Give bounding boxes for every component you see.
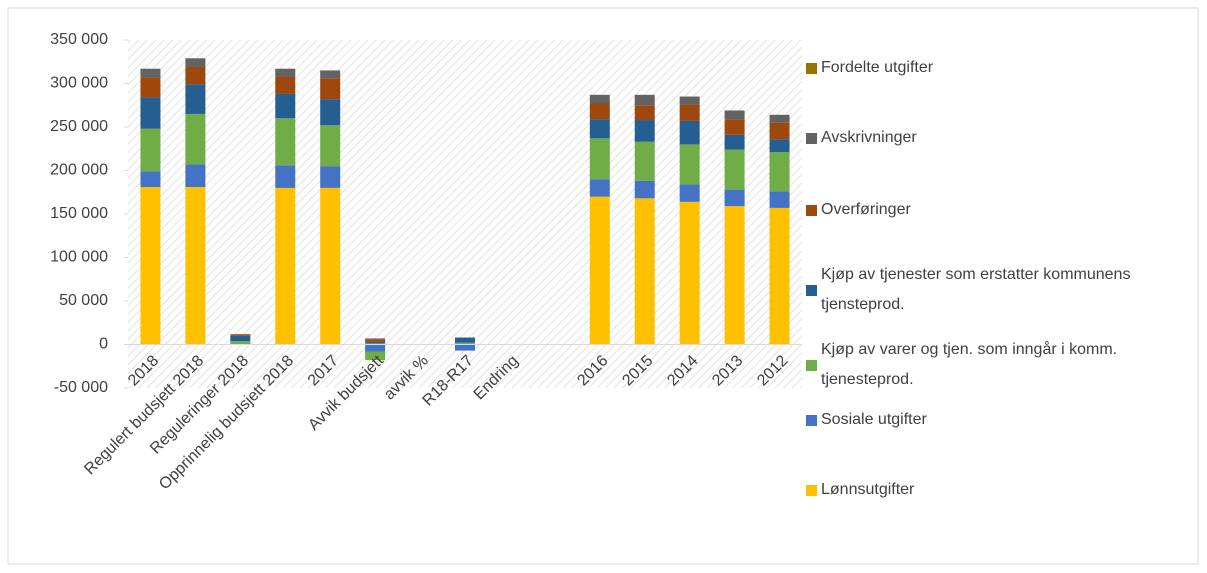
bar-segment: [140, 68, 161, 78]
bar-segment: [140, 77, 161, 98]
bar-segment: [275, 187, 296, 345]
bar-segment: [320, 187, 341, 345]
bar-segment: [230, 334, 251, 336]
bar-segment: [275, 165, 296, 188]
plot-area: [128, 40, 802, 388]
bar-segment: [365, 339, 386, 342]
bar-segment: [365, 351, 386, 361]
legend-item: Fordelte utgifter: [806, 53, 1136, 83]
legend-label: Kjøp av varer og tjen. som inngår i komm…: [821, 341, 1118, 388]
bar-segment: [275, 76, 296, 94]
bar-segment: [634, 94, 655, 106]
y-tick-label: 50 000: [59, 292, 108, 309]
bar-segment: [634, 180, 655, 199]
bar-segment: [769, 152, 790, 192]
bar-segment: [679, 96, 700, 105]
bar-segment: [679, 201, 700, 345]
bar-segment: [275, 118, 296, 166]
bar-segment: [634, 105, 655, 121]
bar-segment: [185, 164, 206, 188]
bar-segment: [140, 187, 161, 345]
legend-label: Sosiale utgifter: [821, 411, 927, 428]
legend-label: Overføringer: [821, 201, 911, 218]
bar-segment: [724, 134, 745, 150]
legend-item: Sosiale utgifter: [806, 405, 1136, 435]
legend-swatch: [806, 414, 817, 426]
bar-segment: [365, 344, 386, 352]
bar-segment: [365, 338, 386, 340]
legend-item: Kjøp av varer og tjen. som inngår i komm…: [806, 335, 1136, 395]
bar-segment: [140, 97, 161, 129]
bar-segment: [724, 110, 745, 120]
bar-segment: [589, 103, 610, 120]
bar-segment: [769, 191, 790, 208]
bar-segment: [679, 184, 700, 202]
bar-segment: [320, 125, 341, 167]
bar-segment: [185, 187, 206, 345]
bar-segment: [230, 341, 251, 344]
legend-item: Overføringer: [806, 195, 1136, 225]
bar-segment: [634, 198, 655, 345]
bar-segment: [455, 337, 475, 343]
bar-segment: [320, 70, 341, 79]
bar-segment: [365, 341, 386, 344]
bar-segment: [589, 94, 610, 104]
bar-segment: [185, 58, 206, 67]
bar-segment: [679, 144, 700, 185]
legend-label: Avskrivninger: [821, 129, 917, 146]
bar-segment: [634, 120, 655, 142]
y-tick-label: 350 000: [50, 31, 108, 48]
bar-segment: [275, 93, 296, 119]
bar-segment: [320, 166, 341, 188]
legend-label: Lønnsutgifter: [821, 481, 915, 498]
legend-swatch: [806, 62, 817, 74]
bar-segment: [589, 119, 610, 139]
y-tick-label: 250 000: [50, 118, 108, 135]
bar-segment: [724, 189, 745, 207]
bar-segment: [455, 342, 475, 345]
legend-swatch: [806, 132, 817, 144]
bar-segment: [185, 113, 206, 165]
bar-segment: [230, 334, 251, 335]
bar-segment: [185, 84, 206, 114]
bar-segment: [320, 99, 341, 126]
legend-item: Kjøp av tjenester som erstatter kommunen…: [806, 260, 1136, 320]
legend-swatch: [806, 484, 817, 496]
bar-segment: [724, 119, 745, 135]
bar-segment: [769, 122, 790, 140]
bar-segment: [589, 138, 610, 180]
legend-label: Kjøp av tjenester som erstatter kommunen…: [821, 266, 1131, 313]
bar-segment: [589, 179, 610, 197]
legend-item: Lønnsutgifter: [806, 475, 1136, 505]
legend-item: Avskrivninger: [806, 123, 1136, 153]
y-tick-label: 300 000: [50, 75, 108, 92]
bar-segment: [634, 141, 655, 181]
y-tick-label: -50 000: [54, 379, 108, 396]
y-tick-label: 0: [99, 336, 108, 353]
bar-segment: [140, 128, 161, 172]
legend-label: Fordelte utgifter: [821, 59, 934, 76]
bar-segment: [230, 335, 251, 342]
bar-segment: [320, 78, 341, 100]
bar-segment: [769, 114, 790, 123]
bar-segment: [455, 344, 475, 351]
y-tick-label: 150 000: [50, 205, 108, 222]
bar-segment: [724, 149, 745, 190]
legend-swatch: [806, 284, 817, 296]
bar-segment: [769, 139, 790, 153]
bar-segment: [679, 120, 700, 145]
bar-segment: [724, 206, 745, 345]
bar-segment: [275, 68, 296, 77]
bar-segment: [140, 171, 161, 188]
bar-segment: [589, 196, 610, 345]
legend-swatch: [806, 204, 817, 216]
bar-segment: [769, 207, 790, 345]
bar-segment: [185, 66, 206, 85]
y-tick-label: 200 000: [50, 162, 108, 179]
y-tick-label: 100 000: [50, 249, 108, 266]
bar-segment: [679, 104, 700, 121]
legend-swatch: [806, 359, 817, 371]
